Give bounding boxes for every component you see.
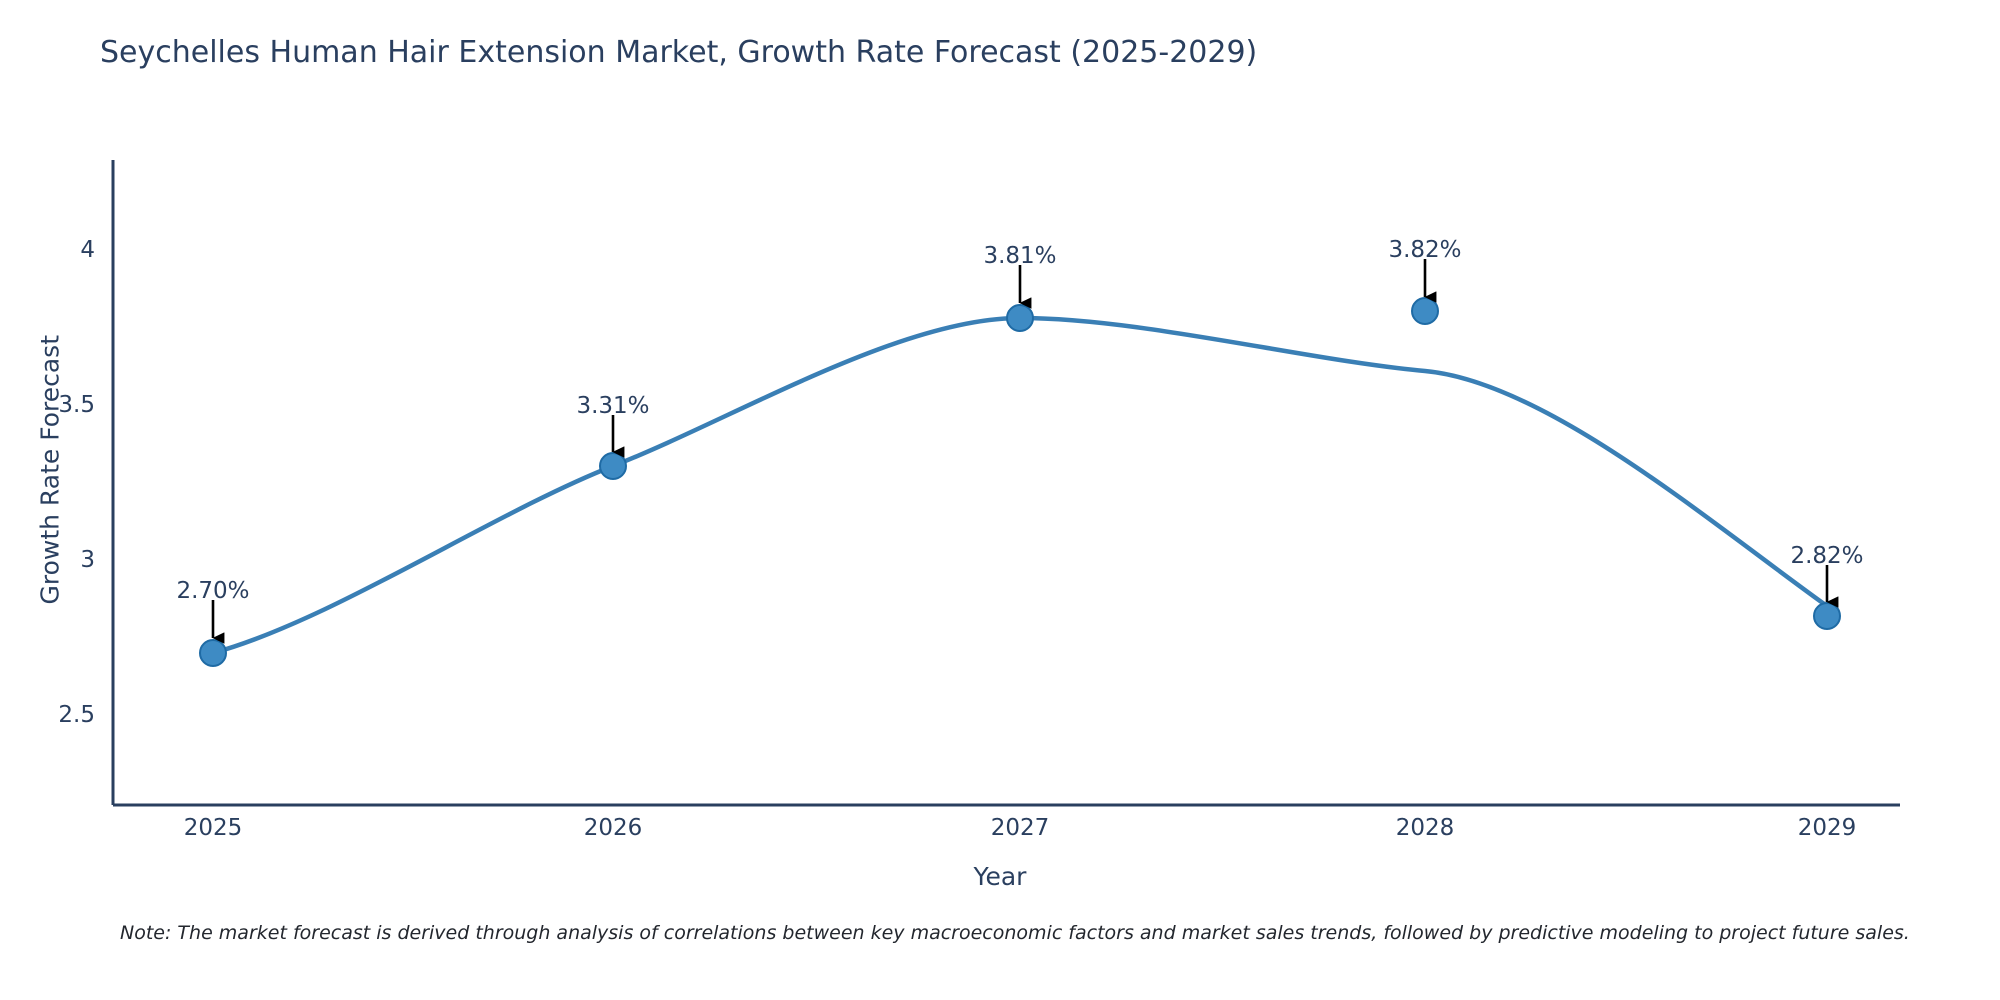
y-tick-label: 3.5 [58,392,95,418]
data-point-label: 3.81% [983,243,1057,269]
data-line-growth-rate [210,315,1830,656]
chart-title: Seychelles Human Hair Extension Market, … [100,35,1258,70]
x-tick-label: 2029 [1797,815,1857,841]
footnote: Note: The market forecast is derived thr… [120,922,1910,944]
x-axis-title: Year [973,862,1027,891]
data-point-label: 2.70% [176,578,250,604]
data-point-label: 3.82% [1388,237,1462,263]
data-point-marker[interactable] [1813,602,1841,630]
data-point-label: 2.82% [1790,543,1864,569]
x-tick-label: 2026 [583,815,643,841]
y-tick-label: 4 [80,237,95,263]
y-axis-tick-labels: 4 3.5 3 2.5 [0,0,95,1000]
y-tick-label: 3 [80,547,95,573]
data-point-marker[interactable] [1411,297,1439,325]
data-point-label: 3.31% [576,393,650,419]
x-tick-label: 2028 [1395,815,1455,841]
data-point-marker[interactable] [1006,304,1034,332]
x-tick-label: 2027 [990,815,1050,841]
data-point-marker[interactable] [199,639,227,667]
y-tick-label: 2.5 [58,702,95,728]
data-point-marker[interactable] [599,452,627,480]
x-tick-label: 2025 [183,815,243,841]
